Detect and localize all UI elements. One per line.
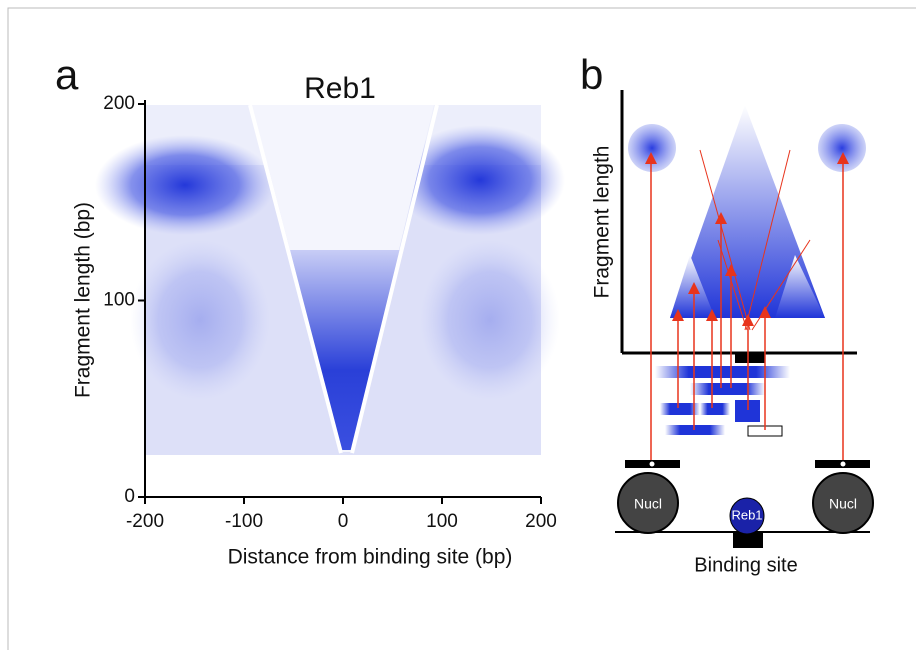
y-axis-label: Fragment length	[591, 146, 614, 299]
node-label: Nucl	[634, 496, 662, 512]
x-tick-label: 0	[338, 511, 349, 532]
node-label: Reb1	[731, 507, 762, 522]
y-tick-label: 100	[103, 290, 135, 311]
x-tick-label: 100	[426, 511, 458, 532]
x-tick-label: -100	[225, 511, 263, 532]
y-axis-label: Fragment length (bp)	[72, 202, 95, 398]
x-axis-label: Binding site	[694, 554, 797, 576]
y-tick-label: 200	[103, 93, 135, 114]
schematic	[615, 90, 874, 548]
ticks: -200 -100 0 100 200 0 100 200	[103, 93, 557, 532]
x-tick-label: 200	[525, 511, 557, 532]
y-tick-label: 0	[124, 486, 135, 507]
panel-label: b	[580, 51, 603, 98]
panel-title: Reb1	[304, 72, 376, 105]
heatmap	[95, 104, 565, 455]
node-label: Nucl	[829, 496, 857, 512]
panel-label: a	[55, 51, 79, 98]
x-tick-label: -200	[126, 511, 164, 532]
x-axis-label: Distance from binding site (bp)	[228, 546, 513, 569]
frame	[7, 7, 916, 655]
